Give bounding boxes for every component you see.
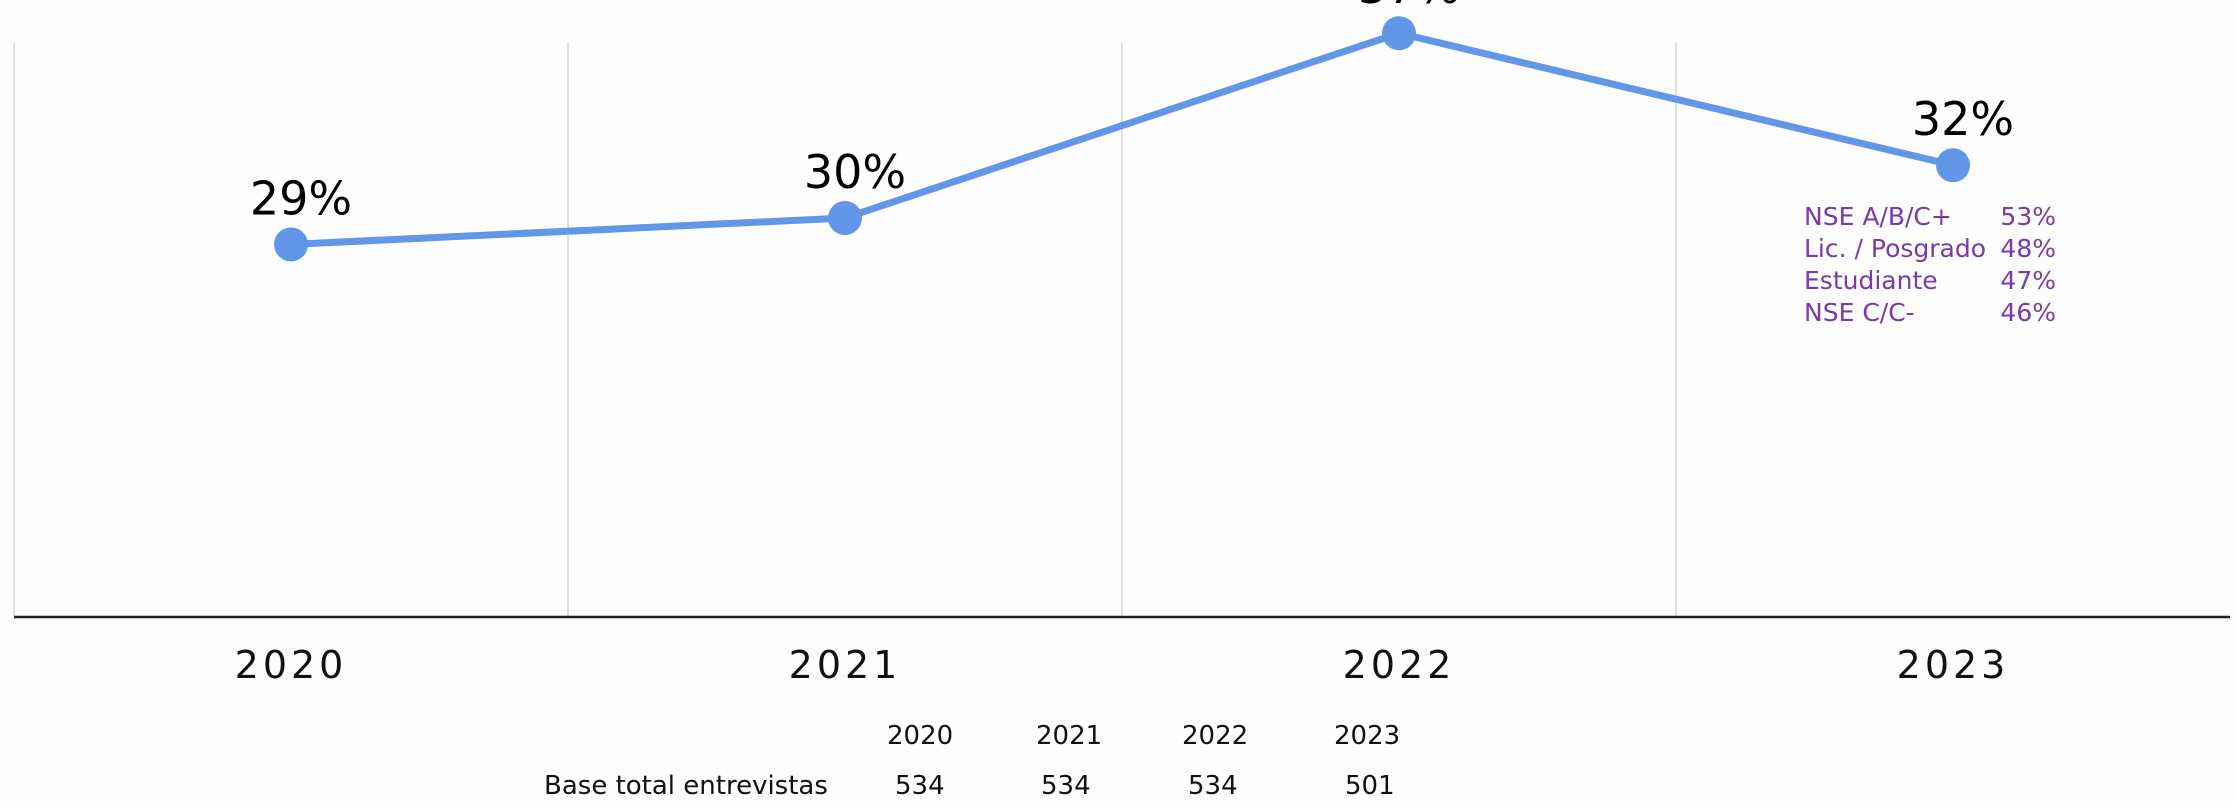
data-point-2023 (1936, 148, 1970, 183)
data-point-2020 (274, 227, 308, 262)
data-label-2020: 29% (250, 171, 352, 225)
annotation-value: 47% (2000, 266, 2056, 295)
x-tick-label-2022: 2022 (1343, 643, 1456, 687)
data-point-2021 (828, 201, 862, 235)
x-tick-label-2021: 2021 (789, 643, 902, 687)
data-label-2023: 32% (1912, 92, 2014, 146)
data-label-2022: 37% (1358, 0, 1460, 14)
annotation-value: 53% (2000, 202, 2056, 231)
annotation-value: 48% (2000, 234, 2056, 263)
annotation-label: NSE A/B/C+ (1804, 202, 1952, 231)
data-label-2021: 30% (804, 145, 906, 199)
annotation-label: NSE C/C- (1804, 298, 1915, 327)
data-point-2022 (1382, 16, 1416, 51)
annotation-label: Estudiante (1804, 266, 1938, 295)
series-line (287, 29, 1957, 248)
annotation-label: Lic. / Posgrado (1804, 234, 1986, 263)
annotation-value: 46% (2000, 298, 2056, 327)
x-tick-label-2020: 2020 (235, 643, 348, 687)
x-tick-label-2023: 2023 (1897, 643, 2010, 687)
